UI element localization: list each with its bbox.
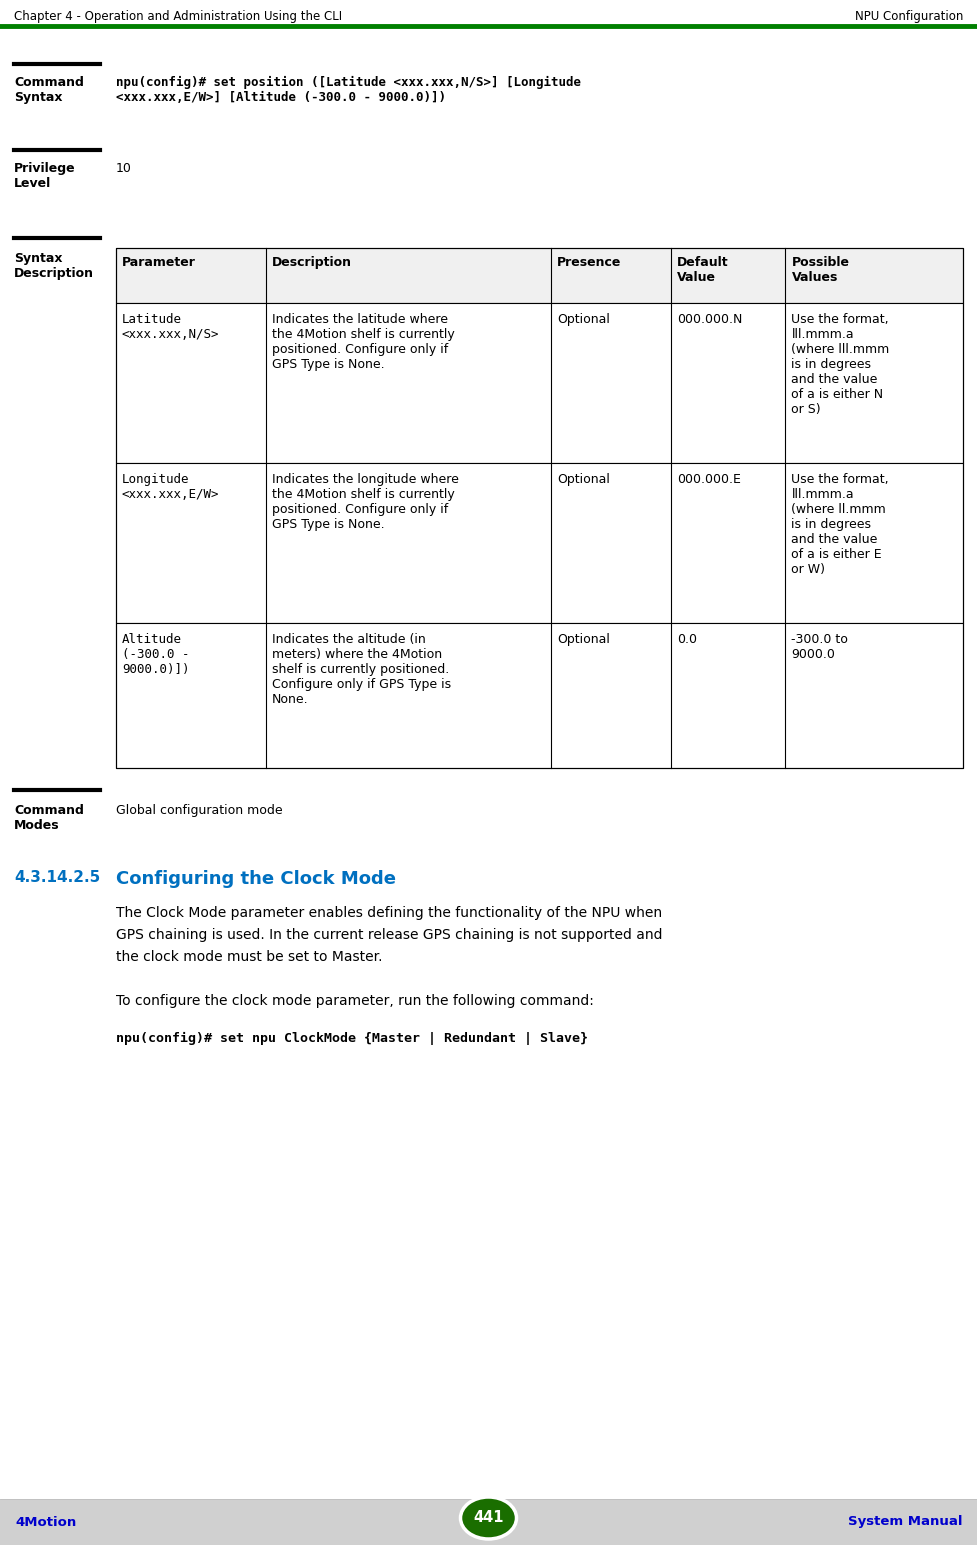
Text: <xxx.xxx,E/W>] [Altitude (-300.0 - 9000.0)]): <xxx.xxx,E/W>] [Altitude (-300.0 - 9000.… (116, 91, 446, 104)
Text: NPU Configuration: NPU Configuration (855, 9, 963, 23)
Text: Syntax: Syntax (14, 252, 63, 266)
Text: Syntax: Syntax (14, 91, 63, 104)
Text: 10: 10 (116, 162, 132, 175)
Text: Description: Description (272, 256, 352, 269)
Text: 4Motion: 4Motion (15, 1516, 76, 1528)
Text: Description: Description (14, 267, 94, 280)
Text: Chapter 4 - Operation and Administration Using the CLI: Chapter 4 - Operation and Administration… (14, 9, 342, 23)
Text: 0.0: 0.0 (677, 633, 698, 646)
Bar (116, 303, 963, 464)
Text: Privilege: Privilege (14, 162, 75, 175)
Text: Level: Level (14, 178, 51, 190)
Text: Altitude
(-300.0 -
9000.0)]): Altitude (-300.0 - 9000.0)]) (122, 633, 190, 677)
Text: Global configuration mode: Global configuration mode (116, 803, 282, 817)
Text: Indicates the latitude where
the 4Motion shelf is currently
positioned. Configur: Indicates the latitude where the 4Motion… (272, 314, 454, 371)
Text: Use the format,
lll.mmm.a
(where lll.mmm
is in degrees
and the value
of a is eit: Use the format, lll.mmm.a (where lll.mmm… (791, 314, 890, 416)
Text: npu(config)# set position ([Latitude <xxx.xxx,N/S>] [Longitude: npu(config)# set position ([Latitude <xx… (116, 76, 581, 90)
Text: Indicates the longitude where
the 4Motion shelf is currently
positioned. Configu: Indicates the longitude where the 4Motio… (272, 473, 458, 531)
Text: Latitude
<xxx.xxx,N/S>: Latitude <xxx.xxx,N/S> (122, 314, 220, 341)
Text: Optional: Optional (557, 633, 610, 646)
Text: Presence: Presence (557, 256, 621, 269)
Text: Command: Command (14, 803, 84, 817)
Text: 000.000.N: 000.000.N (677, 314, 743, 326)
Text: Default
Value: Default Value (677, 256, 729, 284)
Text: Use the format,
lll.mmm.a
(where ll.mmm
is in degrees
and the value
of a is eith: Use the format, lll.mmm.a (where ll.mmm … (791, 473, 889, 576)
Text: System Manual: System Manual (847, 1516, 962, 1528)
Text: Optional: Optional (557, 473, 610, 487)
Bar (116, 623, 963, 768)
Text: -300.0 to
9000.0: -300.0 to 9000.0 (791, 633, 848, 661)
Text: 4.3.14.2.5: 4.3.14.2.5 (14, 870, 101, 885)
Ellipse shape (460, 1497, 517, 1539)
Text: 441: 441 (473, 1511, 504, 1525)
Bar (116, 249, 963, 768)
Text: Indicates the altitude (in
meters) where the 4Motion
shelf is currently position: Indicates the altitude (in meters) where… (272, 633, 450, 706)
Text: Configuring the Clock Mode: Configuring the Clock Mode (116, 870, 396, 888)
Text: Possible
Values: Possible Values (791, 256, 849, 284)
Bar (116, 249, 963, 303)
Text: The Clock Mode parameter enables defining the functionality of the NPU when: The Clock Mode parameter enables definin… (116, 905, 662, 919)
Text: Longitude
<xxx.xxx,E/W>: Longitude <xxx.xxx,E/W> (122, 473, 220, 501)
Text: Command: Command (14, 76, 84, 90)
Text: 000.000.E: 000.000.E (677, 473, 742, 487)
Bar (116, 249, 963, 303)
Text: Parameter: Parameter (122, 256, 195, 269)
Text: npu(config)# set npu ClockMode {Master | Redundant | Slave}: npu(config)# set npu ClockMode {Master |… (116, 1032, 588, 1044)
Text: Optional: Optional (557, 314, 610, 326)
Text: GPS chaining is used. In the current release GPS chaining is not supported and: GPS chaining is used. In the current rel… (116, 929, 662, 942)
Text: To configure the clock mode parameter, run the following command:: To configure the clock mode parameter, r… (116, 993, 594, 1007)
Bar (0, 1499, 977, 1545)
Text: the clock mode must be set to Master.: the clock mode must be set to Master. (116, 950, 383, 964)
Text: Modes: Modes (14, 819, 60, 833)
Bar (116, 464, 963, 623)
